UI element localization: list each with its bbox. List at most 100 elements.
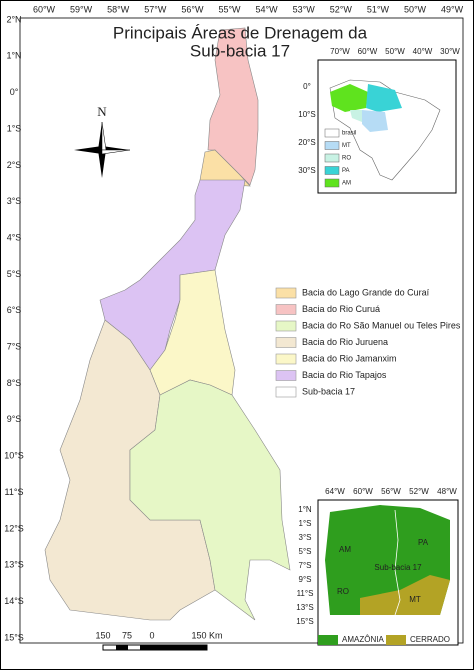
latitude-label: 8°S: [7, 378, 22, 388]
inset-latitude: 13°S: [296, 603, 313, 612]
mt-area: [362, 110, 388, 132]
inset-longitude: 56°W: [381, 487, 401, 496]
legend-swatch: [275, 304, 297, 315]
inset-longitude: 30°W: [440, 47, 460, 56]
legend-swatch: [275, 337, 297, 348]
legend-label: Bacia do Rio Curuá: [302, 304, 380, 314]
inset-swatch: [324, 153, 340, 163]
longitude-label: 53°W: [293, 4, 316, 14]
legend-swatch: [275, 353, 297, 365]
longitude-label: 52°W: [330, 4, 353, 14]
inset-legend-label: PA: [342, 168, 350, 174]
biome-swatch: [318, 635, 338, 645]
biome-label: CERRADO: [410, 635, 450, 644]
basin: [129, 379, 291, 621]
latitude-label: 9°S: [7, 414, 22, 424]
region-label: RO: [337, 587, 349, 596]
inset-legend-label: MT: [342, 143, 351, 149]
basins: [44, 27, 291, 621]
inset-latitude: 1°N: [298, 505, 312, 514]
latitude-label: 5°S: [7, 269, 22, 279]
map-frame: [19, 17, 464, 644]
latitude-label: 14°S: [4, 596, 24, 606]
inset-longitude: 50°W: [385, 47, 405, 56]
inset-longitude: 40°W: [413, 47, 433, 56]
legend-label: Bacia do Rio Juruena: [302, 337, 388, 347]
region-label: Sub-bacia 17: [374, 563, 422, 572]
latitude-label: 12°S: [4, 523, 24, 533]
longitude-label: 57°W: [144, 4, 167, 14]
longitude-label: 60°W: [33, 4, 56, 14]
inset-latitude: 5°S: [299, 547, 312, 556]
am-area: [330, 84, 368, 112]
inset-legend-label: brasil: [342, 131, 356, 137]
inset-latitude: 10°S: [298, 110, 315, 119]
north-arrow: N: [74, 104, 131, 178]
inset-latitude: 3°S: [299, 533, 312, 542]
latitude-label: 6°S: [7, 305, 22, 315]
legend-label: Bacia do Ro São Manuel ou Teles Pires: [302, 320, 461, 330]
title: Sub-bacia 17: [190, 41, 290, 60]
legend-label: Bacia do Lago Grande do Curaí: [302, 287, 430, 297]
longitude-label: 58°W: [107, 4, 130, 14]
inset-longitude: 60°W: [358, 47, 378, 56]
inset-latitude: 11°S: [297, 589, 314, 598]
inset-swatch: [324, 166, 340, 175]
region-label: MT: [409, 595, 421, 604]
pa-area: [366, 84, 402, 112]
scale-label: 150 Km: [191, 630, 222, 640]
inset-latitude: 15°S: [296, 617, 313, 626]
inset-latitude: 0°: [303, 82, 311, 91]
inset-longitude: 60°W: [353, 487, 373, 496]
longitude-label: 56°W: [181, 4, 204, 14]
latitude-label: 0°: [10, 87, 19, 97]
longitude-label: 54°W: [256, 4, 279, 14]
inset-swatch: [324, 141, 340, 150]
latitude-label: 4°S: [7, 232, 22, 242]
latitude-label: 10°S: [4, 451, 24, 461]
title: Principais Áreas de Drenagem da: [113, 23, 368, 42]
legend-swatch: [275, 370, 297, 381]
inset-swatch: [324, 128, 340, 138]
scale-bar: [102, 644, 208, 651]
legend-swatch: [275, 320, 297, 332]
inset-latitude: 9°S: [299, 575, 312, 584]
cerrado-area: [360, 575, 450, 615]
region-label: AM: [339, 545, 351, 554]
latitude-label: 2°N: [6, 14, 21, 24]
longitude-label: 49°W: [441, 4, 464, 14]
inset-longitude: 48°W: [437, 487, 457, 496]
longitude-label: 51°W: [367, 4, 390, 14]
latitude-label: 13°S: [4, 560, 24, 570]
longitude-label: 55°W: [218, 4, 241, 14]
inset-latitude: 20°S: [298, 138, 315, 147]
latitude-label: 7°S: [7, 342, 22, 352]
legend-label: Bacia do Rio Tapajos: [302, 370, 387, 380]
inset-latitude: 1°S: [299, 519, 312, 528]
inset-latitude: 30°S: [298, 166, 315, 175]
biome-swatch: [386, 635, 406, 645]
latitude-label: 11°S: [5, 487, 24, 497]
legend-label: Bacia do Rio Jamanxim: [302, 353, 397, 363]
sub-basin-outline: [394, 509, 401, 616]
region-label: PA: [418, 538, 429, 547]
legend-swatch: [275, 287, 297, 299]
scale-label: 150: [95, 630, 110, 640]
latitude-label: 1°N: [6, 51, 21, 61]
inset-swatch: [324, 178, 340, 188]
longitude-label: 50°W: [404, 4, 427, 14]
latitude-label: 1°S: [7, 123, 22, 133]
biome-label: AMAZÔNIA: [342, 635, 384, 644]
north-label: N: [97, 104, 107, 119]
inset-legend-label: AM: [342, 181, 351, 187]
latitude-label: 15°S: [4, 632, 24, 642]
scale-label: 75: [122, 630, 132, 640]
inset-longitude: 64°W: [325, 487, 345, 496]
inset-longitude: 70°W: [330, 47, 350, 56]
inset-latitude: 7°S: [299, 561, 312, 570]
longitude-label: 59°W: [70, 4, 93, 14]
ro-area: [350, 110, 362, 122]
legend-swatch: [275, 386, 297, 398]
inset-longitude: 52°W: [409, 487, 429, 496]
